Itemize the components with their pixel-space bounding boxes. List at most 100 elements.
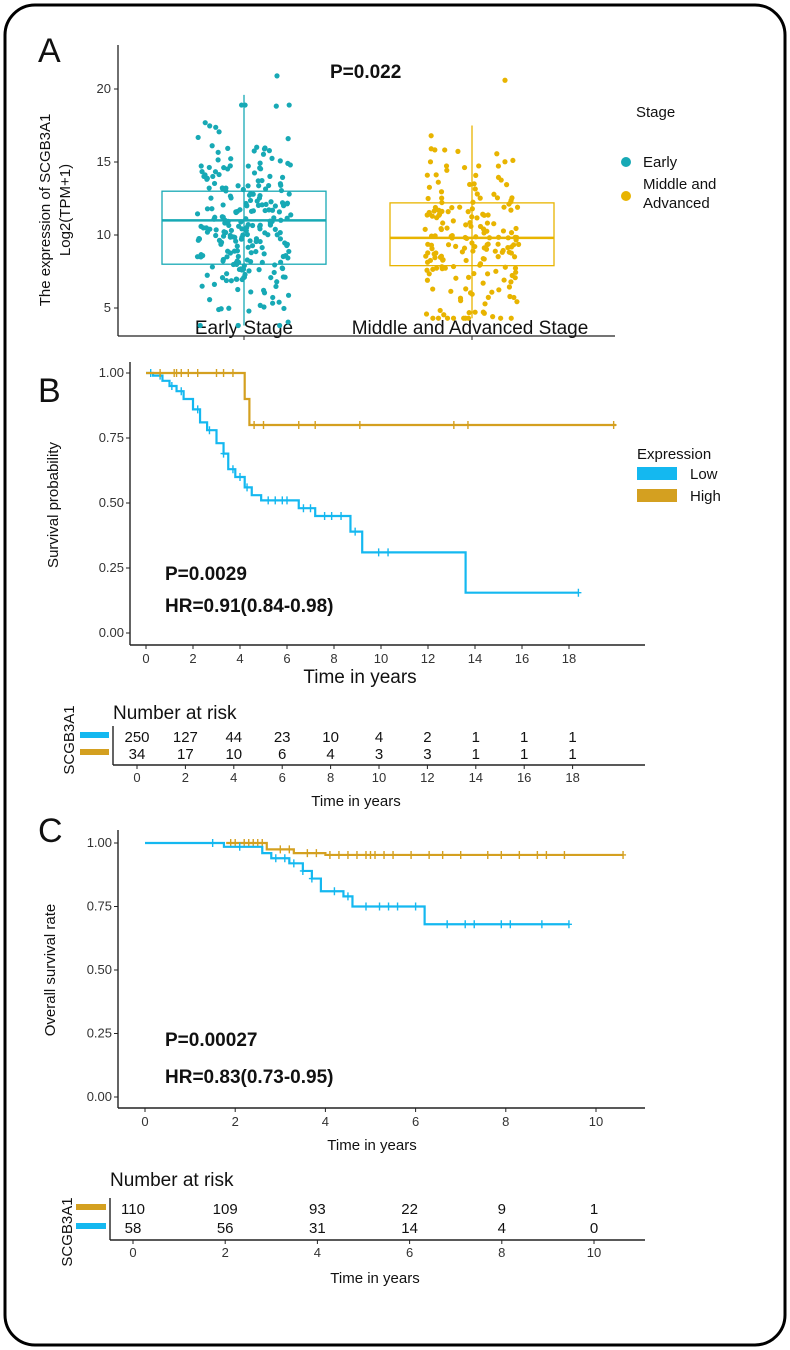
x-tick-label: 4 [236,651,243,666]
data-point [235,286,241,293]
data-point [234,243,240,249]
data-point [245,244,251,250]
data-point [463,286,469,292]
risk-strata-swatch-low [76,1223,106,1229]
data-point [199,169,205,175]
censor-mark-low [272,854,279,863]
data-point [272,262,278,268]
data-point [227,163,233,169]
data-point [195,134,201,141]
censor-mark-high [498,850,505,859]
data-point [465,209,471,215]
data-point [286,191,292,197]
data-point [244,257,250,263]
data-point [277,322,283,329]
data-point [220,214,226,220]
data-point [245,163,251,169]
data-point [279,200,286,206]
data-point [435,179,441,185]
data-point [221,165,227,171]
data-point [285,136,291,142]
data-point [432,233,438,239]
data-point [424,212,430,218]
risk-count-low: 23 [274,729,291,746]
survival-curve-high [146,371,616,427]
data-point [438,189,445,195]
data-point [471,181,477,187]
y-tick-label: 0.25 [87,1026,112,1041]
data-point [502,159,508,165]
risk-count-low: 250 [124,729,149,746]
data-point [445,209,451,215]
legend-middle-label-line1: Middle and [643,176,716,193]
risk-x-tick-label: 10 [372,770,386,785]
data-point [228,195,234,201]
legend-early-marker [621,157,631,167]
risk-count-low: 1 [520,729,528,746]
data-point [211,216,217,222]
data-point [482,301,488,307]
data-point [228,278,234,284]
censor-mark-low [575,588,582,597]
panel-a-ylabel-line1: The expression of SCGB3A1 [37,114,54,307]
x-tick-label: 4 [322,1114,329,1129]
y-tick-label: 1.00 [87,835,112,850]
data-point [463,222,469,228]
data-point [276,209,282,215]
x-tick-label: 8 [502,1114,509,1129]
panel-b-xlabel: Time in years [303,667,416,688]
data-point [216,129,222,135]
data-point [203,225,209,231]
data-point [257,160,263,166]
censor-mark-high [484,850,491,859]
censor-mark-low [507,920,514,929]
data-point [503,182,510,188]
data-point [253,238,259,245]
y-tick-label: 1.00 [99,365,124,380]
data-point [238,219,244,225]
data-point [465,315,472,321]
censor-mark-low [352,527,359,536]
risk-count-high: 109 [213,1201,238,1218]
censor-mark-low [206,426,213,435]
panel-c-risk-strata-label: SCGB3A1 [59,1197,76,1266]
x-tick-label: 6 [283,651,290,666]
data-point [271,215,277,221]
panel-b-hr: HR=0.91(0.84-0.98) [165,596,333,617]
data-point [467,219,473,226]
data-point [262,145,268,151]
censor-mark-high [464,421,471,429]
data-point [226,222,232,228]
data-point [467,181,473,188]
data-point [213,232,219,239]
data-point [240,186,246,193]
censor-mark-high [229,369,236,377]
risk-x-tick-label: 2 [222,1245,229,1260]
data-point [204,206,211,212]
data-point [481,256,487,262]
data-point [461,164,468,171]
data-point [254,198,260,204]
data-point [450,263,457,270]
survival-curve-high [226,841,624,857]
data-point [444,315,451,321]
data-point [208,195,214,201]
y-tick-label: 0.50 [99,495,124,510]
data-point [442,265,448,271]
data-point [213,124,219,130]
x-tick-label: 8 [330,651,337,666]
risk-count-high: 17 [177,746,194,763]
censor-mark-high [326,850,333,859]
risk-count-high: 1 [472,746,480,763]
legend-high-swatch [637,489,677,502]
data-point [514,234,520,241]
data-point [245,183,251,189]
data-point [267,218,274,225]
data-point [250,191,256,197]
data-point [495,234,502,240]
data-point [257,224,263,230]
risk-x-tick-label: 4 [230,770,237,785]
risk-count-low: 1 [568,729,576,746]
risk-count-high: 34 [129,746,146,763]
